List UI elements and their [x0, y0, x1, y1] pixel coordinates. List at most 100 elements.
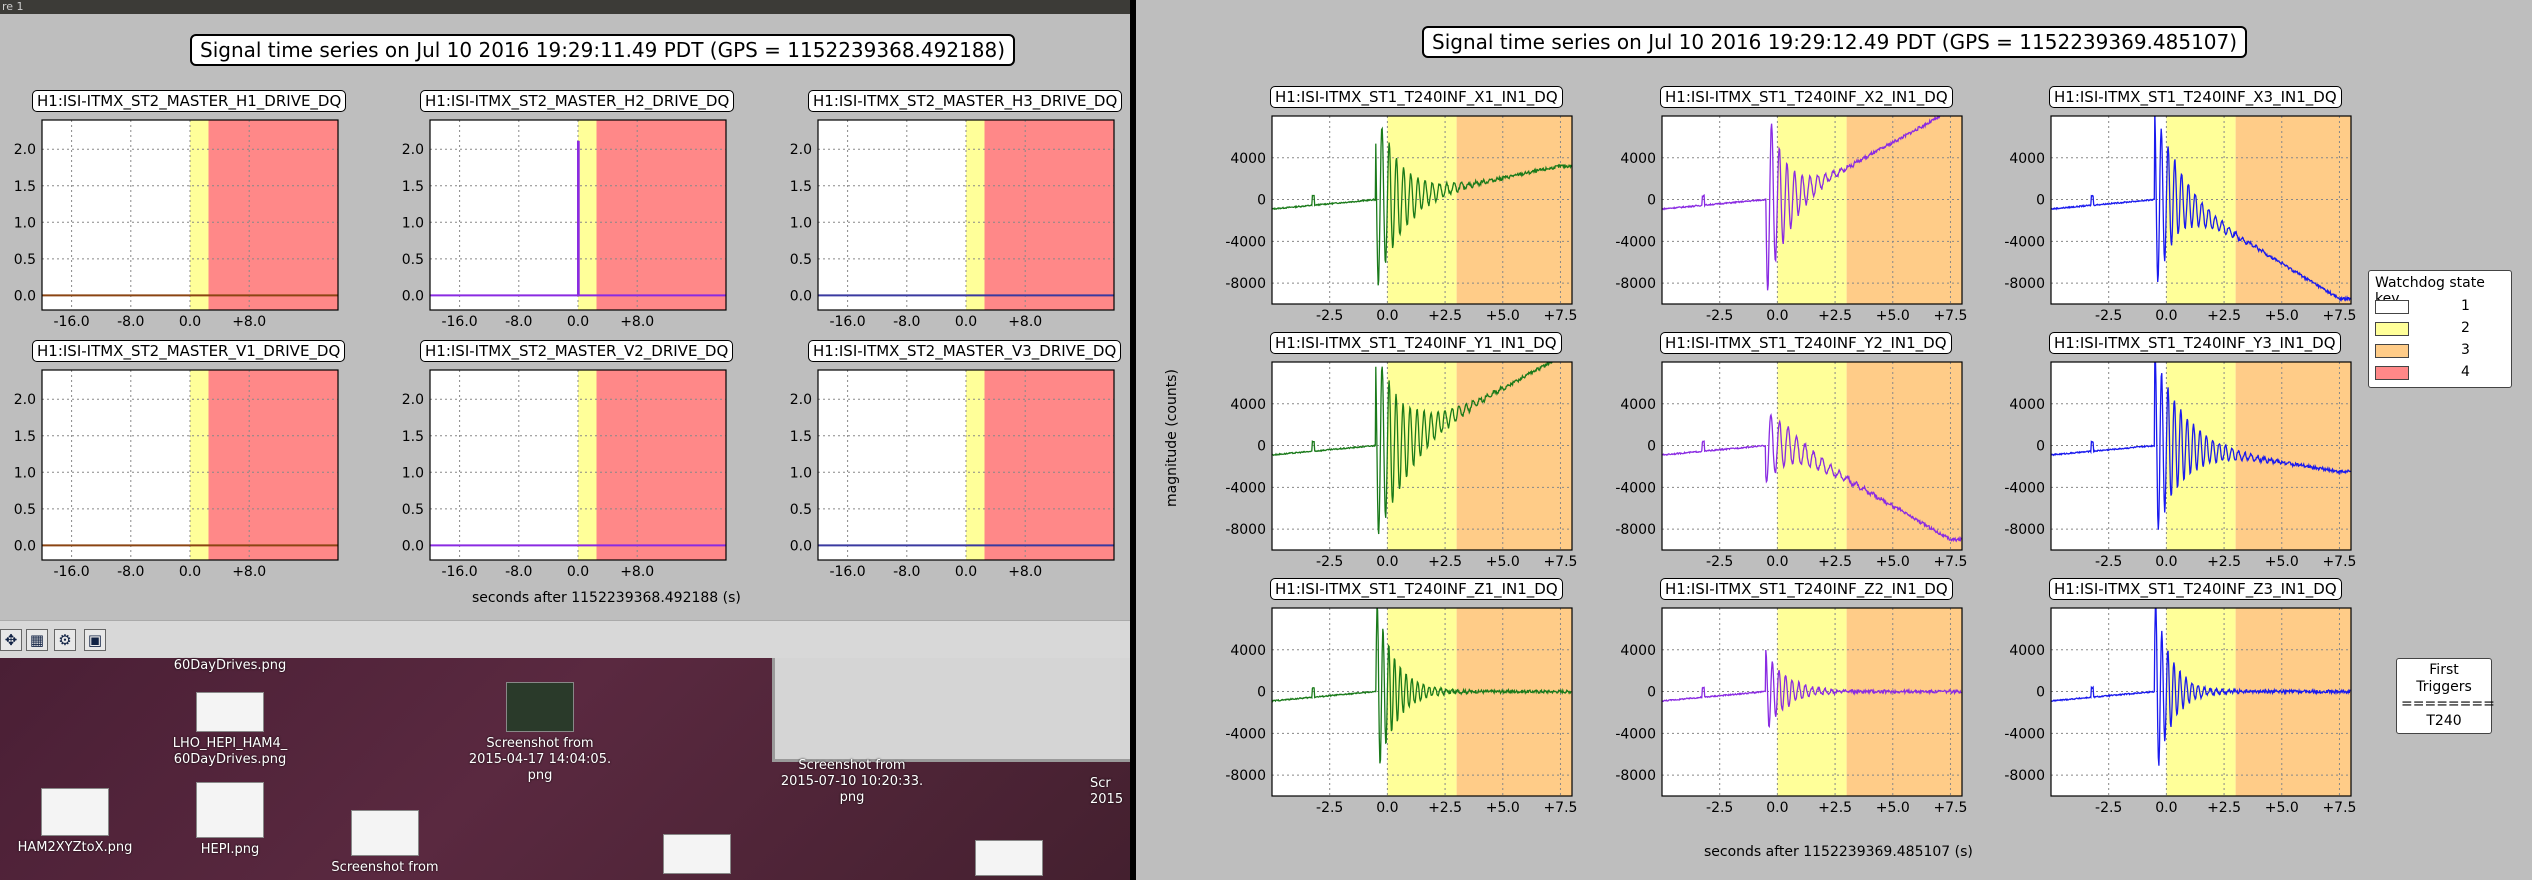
subplot-title: H1:ISI-ITMX_ST1_T240INF_X1_IN1_DQ — [1270, 86, 1563, 108]
subplot-axes: -2.5 0.0 +2.5 +5.0 +7.5 4000 0 -4000 -8000 — [1225, 361, 1577, 570]
subplot-title: H1:ISI-ITMX_ST1_T240INF_Y2_IN1_DQ — [1660, 332, 1952, 354]
watchdog-state-region — [596, 370, 726, 560]
move-icon[interactable]: ✥ — [0, 629, 22, 651]
watchdog-state-region — [190, 370, 209, 560]
file-lho-hepi-ham4[interactable]: LHO_HEPI_HAM4_ 60DayDrives.png — [160, 692, 300, 768]
x-tick-label: -8.0 — [117, 314, 144, 330]
x-tick-label: 0.0 — [2155, 554, 2177, 570]
subplot-title: H1:ISI-ITMX_ST1_T240INF_X2_IN1_DQ — [1660, 86, 1953, 108]
y-tick-label: 2.0 — [790, 392, 812, 408]
subplot-title: H1:ISI-ITMX_ST1_T240INF_Y1_IN1_DQ — [1270, 332, 1562, 354]
desktop-overlapping-window — [772, 658, 1130, 762]
watchdog-legend: Watchdog state key 1 2 3 4 — [2368, 270, 2512, 388]
y-tick-label: 2.0 — [14, 142, 36, 158]
y-tick-label: 4000 — [1230, 643, 1266, 659]
subplot-axes: -16.0 -8.0 0.0 +8.0 0.0 0.5 1.0 1.5 2.0 — [14, 119, 339, 330]
subplot: H1:ISI-ITMX_ST2_MASTER_H1_DRIVE_DQ -16.0-… — [14, 90, 347, 330]
x-tick-label: 0.0 — [2155, 308, 2177, 324]
window-titlebar[interactable]: re 1 — [0, 0, 1130, 14]
signal-trace — [1272, 608, 1572, 764]
subplot-title: H1:ISI-ITMX_ST2_MASTER_V3_DRIVE_DQ — [808, 340, 1122, 362]
signal-trace — [430, 140, 726, 297]
x-tick-label: +2.5 — [1428, 308, 1462, 324]
y-tick-label: 0 — [1257, 685, 1266, 701]
y-tick-label: 0 — [1647, 439, 1656, 455]
watchdog-state-region — [208, 120, 338, 310]
desktop-icon-label: LHO_HEPI_HAM4_ 60DayDrives.png — [172, 736, 288, 767]
image-thumbnail — [351, 810, 419, 856]
y-tick-label: -8000 — [1615, 276, 1656, 292]
subplot-axes: -2.5 0.0 +2.5 +5.0 +7.5 4000 0 -4000 -8000 — [2004, 115, 2356, 324]
image-thumbnail — [506, 682, 574, 732]
file-chart-thumbnail-2[interactable] — [974, 840, 1044, 880]
file-60daydrives[interactable]: 60DayDrives.png — [160, 658, 300, 674]
signal-trace — [2051, 608, 2351, 766]
file-screenshot-partial[interactable]: Screenshot from — [330, 810, 440, 876]
x-tick-label: 0.0 — [1766, 800, 1788, 816]
x-tick-label: +2.5 — [1428, 800, 1462, 816]
y-tick-label: 0 — [1647, 193, 1656, 209]
file-screenshot-cut[interactable]: Scr 2015 — [1090, 776, 1124, 807]
y-tick-label: 0.5 — [790, 502, 812, 518]
y-tick-label: 1.0 — [14, 215, 36, 231]
legend-label: 1 — [2461, 298, 2470, 314]
x-tick-label: +5.0 — [2265, 554, 2299, 570]
watchdog-state-region — [2235, 362, 2351, 550]
file-chart-thumbnail[interactable] — [662, 834, 732, 878]
x-tick-label: -8.0 — [893, 564, 920, 580]
y-tick-label: -8000 — [2004, 522, 2045, 538]
x-tick-label: +5.0 — [1876, 554, 1910, 570]
watchdog-state-region — [596, 120, 726, 310]
file-hepi[interactable]: HEPI.png — [190, 782, 270, 858]
y-tick-label: 0.0 — [402, 288, 424, 304]
configure-icon[interactable]: ▦ — [26, 629, 48, 651]
y-tick-label: -8000 — [2004, 276, 2045, 292]
y-tick-label: -4000 — [1225, 726, 1266, 742]
x-tick-label: 0.0 — [1376, 308, 1398, 324]
legend-label: 2 — [2461, 320, 2470, 336]
save-icon[interactable]: ▣ — [84, 629, 106, 651]
subplot: H1:ISI-ITMX_ST2_MASTER_V1_DRIVE_DQ -16.0-… — [14, 340, 346, 580]
y-tick-label: 0.5 — [14, 502, 36, 518]
y-tick-label: 1.0 — [402, 215, 424, 231]
y-tick-label: 1.0 — [790, 215, 812, 231]
desktop-icon-label: Screenshot from 2015-07-10 10:20:33. png — [780, 758, 924, 805]
file-screenshot-2015-04-17[interactable]: Screenshot from 2015-04-17 14:04:05. png — [460, 682, 620, 784]
x-tick-label: +7.5 — [1543, 800, 1577, 816]
image-thumbnail — [975, 840, 1043, 876]
file-ham2xyztox[interactable]: HAM2XYZtoX.png — [10, 788, 140, 856]
x-tick-label: -16.0 — [829, 314, 865, 330]
x-tick-label: -16.0 — [829, 564, 865, 580]
x-tick-label: 0.0 — [1376, 800, 1398, 816]
x-tick-label: +5.0 — [2265, 800, 2299, 816]
subplot-axes: -2.5 0.0 +2.5 +5.0 +7.5 4000 0 -4000 -8000 — [1615, 607, 1967, 816]
x-tick-label: -8.0 — [117, 564, 144, 580]
image-thumbnail — [663, 834, 731, 874]
y-tick-label: 0.0 — [14, 288, 36, 304]
x-tick-label: -2.5 — [1316, 800, 1343, 816]
subplot: H1:ISI-ITMX_ST2_MASTER_V3_DRIVE_DQ -16.0 -… — [790, 340, 1122, 580]
edit-icon[interactable]: ⚙ — [54, 629, 76, 651]
desktop-icon-label: HEPI.png — [200, 842, 260, 857]
subplot-axes: -2.5 0.0 +2.5 +5.0 +7.5 4000 0 -4000 -8000 — [1225, 607, 1577, 816]
x-tick-label: -2.5 — [1706, 308, 1733, 324]
y-tick-label: 0 — [1257, 439, 1266, 455]
file-screenshot-2015-07-10[interactable]: Screenshot from 2015-07-10 10:20:33. png — [772, 758, 932, 806]
y-tick-label: 0 — [1257, 193, 1266, 209]
y-tick-label: 1.5 — [790, 179, 812, 195]
subplot-axes: -2.5 0.0 +2.5 +5.0 +7.5 4000 0 -4000 -8000 — [2004, 607, 2356, 816]
x-tick-label: -2.5 — [1316, 308, 1343, 324]
y-tick-label: -4000 — [1615, 480, 1656, 496]
subplot: H1:ISI-ITMX_ST2_MASTER_H2_DRIVE_DQ -16.0-… — [402, 90, 735, 330]
right-x-axis-label: seconds after 1152239369.485107 (s) — [1704, 844, 1973, 860]
desktop-icon-label: 60DayDrives.png — [173, 658, 287, 673]
subplot-axes: -16.0 -8.0 0.0 +8.0 0.0 0.5 1.0 1.5 2.0 — [402, 369, 727, 580]
x-tick-label: 0.0 — [1766, 554, 1788, 570]
legend-entry: 4 — [2375, 362, 2525, 382]
y-tick-label: 2.0 — [14, 392, 36, 408]
x-tick-label: +5.0 — [1486, 554, 1520, 570]
subplot-axes: -16.0 -8.0 0.0 +8.0 0.0 0.5 1.0 1.5 2.0 — [14, 369, 339, 580]
y-tick-label: 0.5 — [402, 252, 424, 268]
x-tick-label: +5.0 — [2265, 308, 2299, 324]
first-triggers-separator: ======== — [2401, 696, 2495, 712]
